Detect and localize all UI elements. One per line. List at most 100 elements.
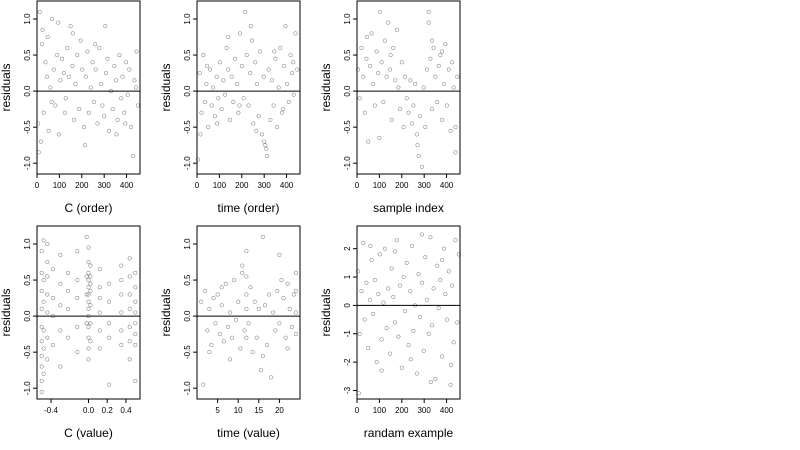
x-tick-label: 15 xyxy=(254,406,263,415)
data-point xyxy=(253,60,258,65)
data-point xyxy=(416,153,421,159)
x-tick-label: 0 xyxy=(355,406,360,415)
data-point xyxy=(286,99,291,104)
y-tick-label: 1.0 xyxy=(23,238,32,250)
y-axis-label: residuals xyxy=(0,63,13,111)
data-point xyxy=(254,81,260,86)
data-point xyxy=(293,332,298,337)
data-point xyxy=(246,321,251,326)
data-point xyxy=(118,96,124,101)
y-tick-label: 0.0 xyxy=(343,85,352,97)
data-point xyxy=(108,89,113,94)
data-point xyxy=(428,56,433,61)
data-point xyxy=(273,56,278,61)
data-point xyxy=(133,285,138,290)
data-point xyxy=(455,74,460,79)
data-point xyxy=(65,335,70,340)
data-point xyxy=(248,24,253,29)
data-point xyxy=(41,278,46,283)
data-point xyxy=(291,92,296,97)
y-tick-label: 0.5 xyxy=(183,49,192,61)
y-tick-label: 1.0 xyxy=(183,13,192,25)
data-point xyxy=(431,45,436,50)
data-point xyxy=(234,317,239,322)
data-point xyxy=(81,125,87,130)
data-point xyxy=(207,350,212,355)
data-point xyxy=(88,85,93,90)
data-point xyxy=(254,335,259,340)
data-point xyxy=(119,310,124,315)
data-point xyxy=(88,281,93,286)
data-point xyxy=(90,60,95,65)
data-point xyxy=(289,324,294,329)
y-tick-label: -1.0 xyxy=(23,156,32,170)
data-point xyxy=(201,53,206,58)
x-tick-label: 0.4 xyxy=(120,406,132,415)
data-point xyxy=(367,297,373,302)
data-point xyxy=(75,278,80,283)
x-tick-label: 100 xyxy=(213,181,227,190)
data-point xyxy=(98,81,103,86)
data-point xyxy=(119,278,124,283)
x-tick-label: 300 xyxy=(257,181,271,190)
data-point xyxy=(60,56,65,61)
data-point xyxy=(58,78,63,83)
data-point xyxy=(281,107,286,112)
plot-frame xyxy=(196,225,301,400)
data-point xyxy=(110,107,115,112)
data-point xyxy=(403,74,408,79)
data-point xyxy=(119,292,124,297)
data-point xyxy=(198,132,203,137)
y-tick-label: 0.0 xyxy=(23,310,32,322)
x-tick-label: 0.0 xyxy=(83,406,95,415)
data-point xyxy=(453,238,458,243)
data-point xyxy=(453,125,458,130)
data-point xyxy=(362,110,367,115)
data-point xyxy=(264,153,269,159)
data-point xyxy=(127,67,132,72)
data-point xyxy=(45,357,50,362)
data-point xyxy=(379,60,384,65)
x-tick-label: 20 xyxy=(275,406,284,415)
data-point xyxy=(438,53,443,58)
data-point xyxy=(281,296,286,301)
plot-frame xyxy=(196,0,301,175)
y-tick-label: 1.0 xyxy=(343,13,352,25)
data-point xyxy=(281,63,286,68)
plot-frame xyxy=(36,225,141,400)
y-axis-label: residuals xyxy=(159,63,173,111)
data-point xyxy=(39,353,44,358)
data-point xyxy=(119,263,124,268)
data-point xyxy=(107,321,112,326)
data-point xyxy=(84,234,89,239)
data-point xyxy=(86,245,91,250)
scatter-panel-1: 0 100 200 300 400 -1.0 -0.5 0.0 0.5 1.0 C (order) r… xyxy=(0,0,141,215)
y-tick-label: -1.0 xyxy=(183,381,192,395)
data-point xyxy=(216,96,221,101)
data-point xyxy=(269,78,275,83)
data-point xyxy=(386,286,391,291)
data-point xyxy=(65,270,70,275)
data-point xyxy=(209,342,214,347)
data-point xyxy=(125,92,130,97)
data-point xyxy=(41,238,46,243)
data-point xyxy=(219,285,224,290)
data-point xyxy=(84,292,89,297)
data-point xyxy=(84,321,89,326)
y-tick-label: 0 xyxy=(343,303,352,308)
data-point xyxy=(107,382,112,387)
data-point xyxy=(88,339,93,344)
y-tick-label: -0.5 xyxy=(23,345,32,359)
data-point xyxy=(264,342,270,347)
data-point xyxy=(219,107,224,112)
data-point xyxy=(226,67,231,72)
data-point xyxy=(440,117,445,122)
data-point xyxy=(248,71,253,76)
data-point xyxy=(275,288,280,293)
data-point xyxy=(226,34,231,40)
data-point xyxy=(252,299,257,304)
data-point xyxy=(369,257,374,263)
scatter-panel-4: -0.4 0.0 0.2 0.4 -1.0 -0.5 0.0 0.5 1.0 C (value) r… xyxy=(0,225,141,440)
data-point xyxy=(83,143,88,148)
scatter-panel-3: 0 100 200 300 400 -1.0 -0.5 0.0 0.5 1.0 sample ind… xyxy=(319,0,461,215)
